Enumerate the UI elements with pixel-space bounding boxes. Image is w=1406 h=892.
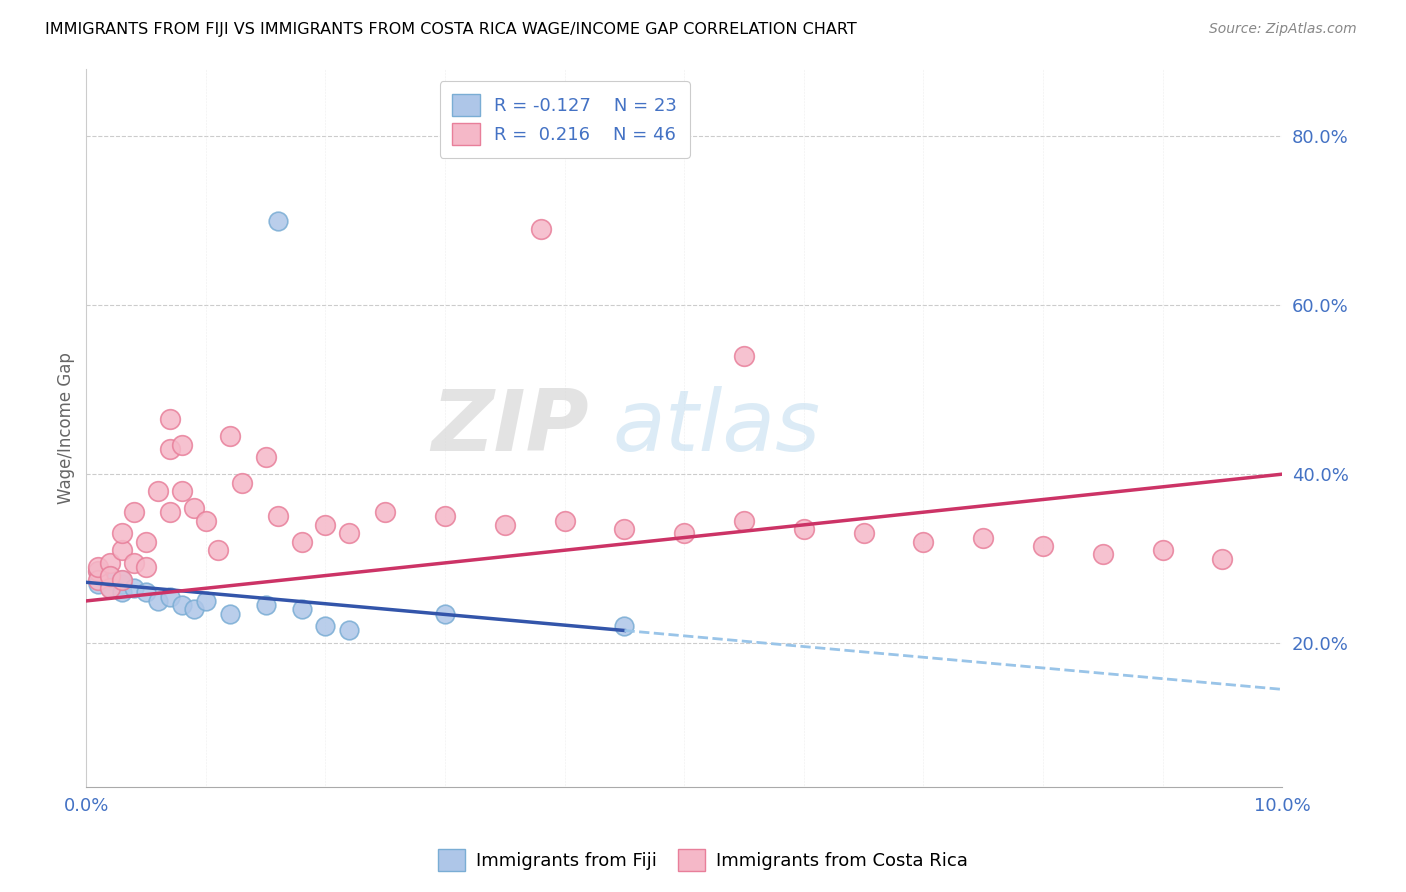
Point [1152, 543, 1174, 558]
Point [314, 517, 336, 532]
Point [87, 573, 110, 587]
Point [98, 581, 121, 595]
Point [135, 585, 157, 599]
Point [266, 213, 288, 227]
Point [111, 573, 134, 587]
Point [972, 531, 994, 545]
Point [87, 565, 110, 579]
Point [434, 509, 457, 524]
Point [254, 450, 277, 465]
Point [87, 560, 110, 574]
Point [87, 565, 110, 579]
Point [146, 594, 169, 608]
Legend: Immigrants from Fiji, Immigrants from Costa Rica: Immigrants from Fiji, Immigrants from Co… [430, 842, 976, 879]
Point [733, 514, 755, 528]
Point [852, 526, 875, 541]
Point [98, 556, 121, 570]
Point [339, 624, 361, 638]
Point [111, 573, 134, 587]
Point [170, 437, 193, 451]
Y-axis label: Wage/Income Gap: Wage/Income Gap [58, 351, 75, 504]
Point [793, 522, 815, 536]
Point [98, 568, 121, 582]
Point [339, 526, 361, 541]
Point [613, 619, 636, 633]
Point [122, 505, 145, 519]
Point [218, 607, 240, 621]
Point [673, 526, 696, 541]
Point [159, 505, 181, 519]
Point [530, 222, 553, 236]
Text: ZIP: ZIP [432, 386, 589, 469]
Point [494, 517, 516, 532]
Point [87, 577, 110, 591]
Point [1091, 548, 1114, 562]
Point [434, 607, 457, 621]
Point [231, 475, 253, 490]
Text: IMMIGRANTS FROM FIJI VS IMMIGRANTS FROM COSTA RICA WAGE/INCOME GAP CORRELATION C: IMMIGRANTS FROM FIJI VS IMMIGRANTS FROM … [45, 22, 856, 37]
Point [194, 594, 217, 608]
Point [159, 412, 181, 426]
Point [1211, 551, 1233, 566]
Point [290, 602, 312, 616]
Point [98, 568, 121, 582]
Point [183, 500, 205, 515]
Point [1032, 539, 1054, 553]
Point [733, 349, 755, 363]
Point [159, 590, 181, 604]
Point [122, 556, 145, 570]
Point [194, 514, 217, 528]
Point [170, 484, 193, 499]
Point [111, 585, 134, 599]
Point [554, 514, 576, 528]
Point [122, 581, 145, 595]
Point [374, 505, 396, 519]
Text: atlas: atlas [613, 386, 821, 469]
Point [613, 522, 636, 536]
Point [159, 442, 181, 456]
Text: Source: ZipAtlas.com: Source: ZipAtlas.com [1209, 22, 1357, 37]
Point [207, 543, 229, 558]
Point [254, 598, 277, 612]
Point [912, 534, 935, 549]
Point [290, 534, 312, 549]
Legend: R = -0.127    N = 23, R =  0.216    N = 46: R = -0.127 N = 23, R = 0.216 N = 46 [440, 81, 689, 158]
Point [98, 581, 121, 595]
Point [146, 484, 169, 499]
Point [111, 526, 134, 541]
Point [314, 619, 336, 633]
Point [266, 509, 288, 524]
Point [218, 429, 240, 443]
Point [135, 560, 157, 574]
Point [135, 534, 157, 549]
Point [98, 573, 121, 587]
Point [170, 598, 193, 612]
Point [183, 602, 205, 616]
Point [111, 577, 134, 591]
Point [111, 543, 134, 558]
